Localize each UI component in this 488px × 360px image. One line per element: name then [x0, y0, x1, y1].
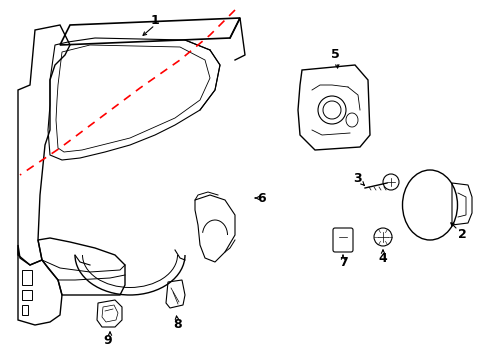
- Text: 2: 2: [457, 229, 466, 242]
- Text: 4: 4: [378, 252, 386, 265]
- Text: 8: 8: [173, 319, 182, 332]
- Text: 9: 9: [103, 333, 112, 346]
- Text: 6: 6: [257, 192, 266, 204]
- Text: 1: 1: [150, 13, 159, 27]
- Text: 7: 7: [338, 256, 346, 269]
- Text: 5: 5: [330, 49, 339, 62]
- Text: 3: 3: [353, 171, 362, 184]
